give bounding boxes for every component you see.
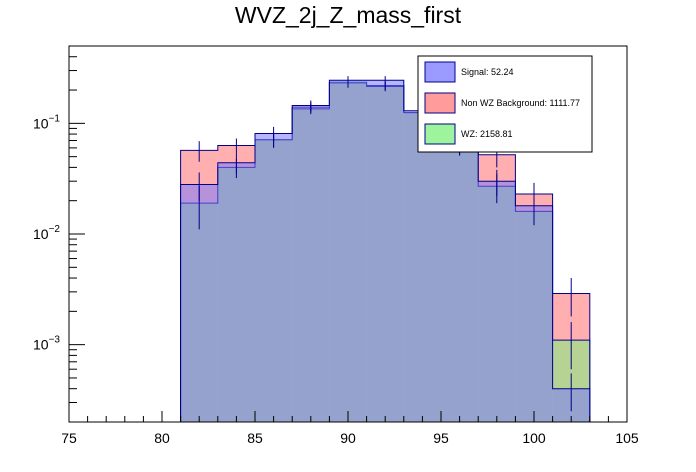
axes-layer: 75 80 85 90 95 100 105 10−1 10−2 10−3 [33, 45, 639, 446]
legend-swatch-wz [424, 123, 456, 145]
x-tick-label: 75 [61, 430, 77, 446]
y-tick-label: 10−2 [33, 224, 60, 242]
signal-bar [366, 80, 404, 423]
x-tick-label: 85 [247, 430, 263, 446]
legend-label-non-wz-background: Non WZ Background: 1111.77 [461, 98, 580, 108]
y-tick-label: 10−1 [33, 113, 60, 131]
signal-bar [478, 181, 516, 422]
signal-bar [441, 146, 479, 422]
signal-bar [515, 205, 553, 422]
legend-swatch-signal [424, 61, 456, 83]
x-tick-label: 95 [433, 430, 449, 446]
bars-layer [69, 79, 627, 423]
y-tick-label: 10−3 [33, 335, 60, 353]
legend-swatch-non-wz-background [424, 92, 456, 114]
x-tick-label: 105 [615, 430, 639, 446]
x-tick-label: 100 [522, 430, 546, 446]
signal-bar [403, 110, 441, 422]
signal-bar [217, 162, 255, 422]
signal-bar [292, 105, 330, 423]
x-tick-label: 80 [154, 430, 170, 446]
chart-title: WVZ_2j_Z_mass_first [235, 2, 462, 28]
signal-outline [69, 79, 627, 423]
x-tick-label: 90 [340, 430, 356, 446]
legend-label-signal: Signal: 52.24 [461, 67, 514, 77]
signal-bar [255, 133, 293, 422]
legend-label-wz: WZ: 2158.81 [461, 129, 513, 139]
signal-bar [329, 80, 367, 423]
legend: Signal: 52.24 Non WZ Background: 1111.77 W… [417, 55, 593, 153]
